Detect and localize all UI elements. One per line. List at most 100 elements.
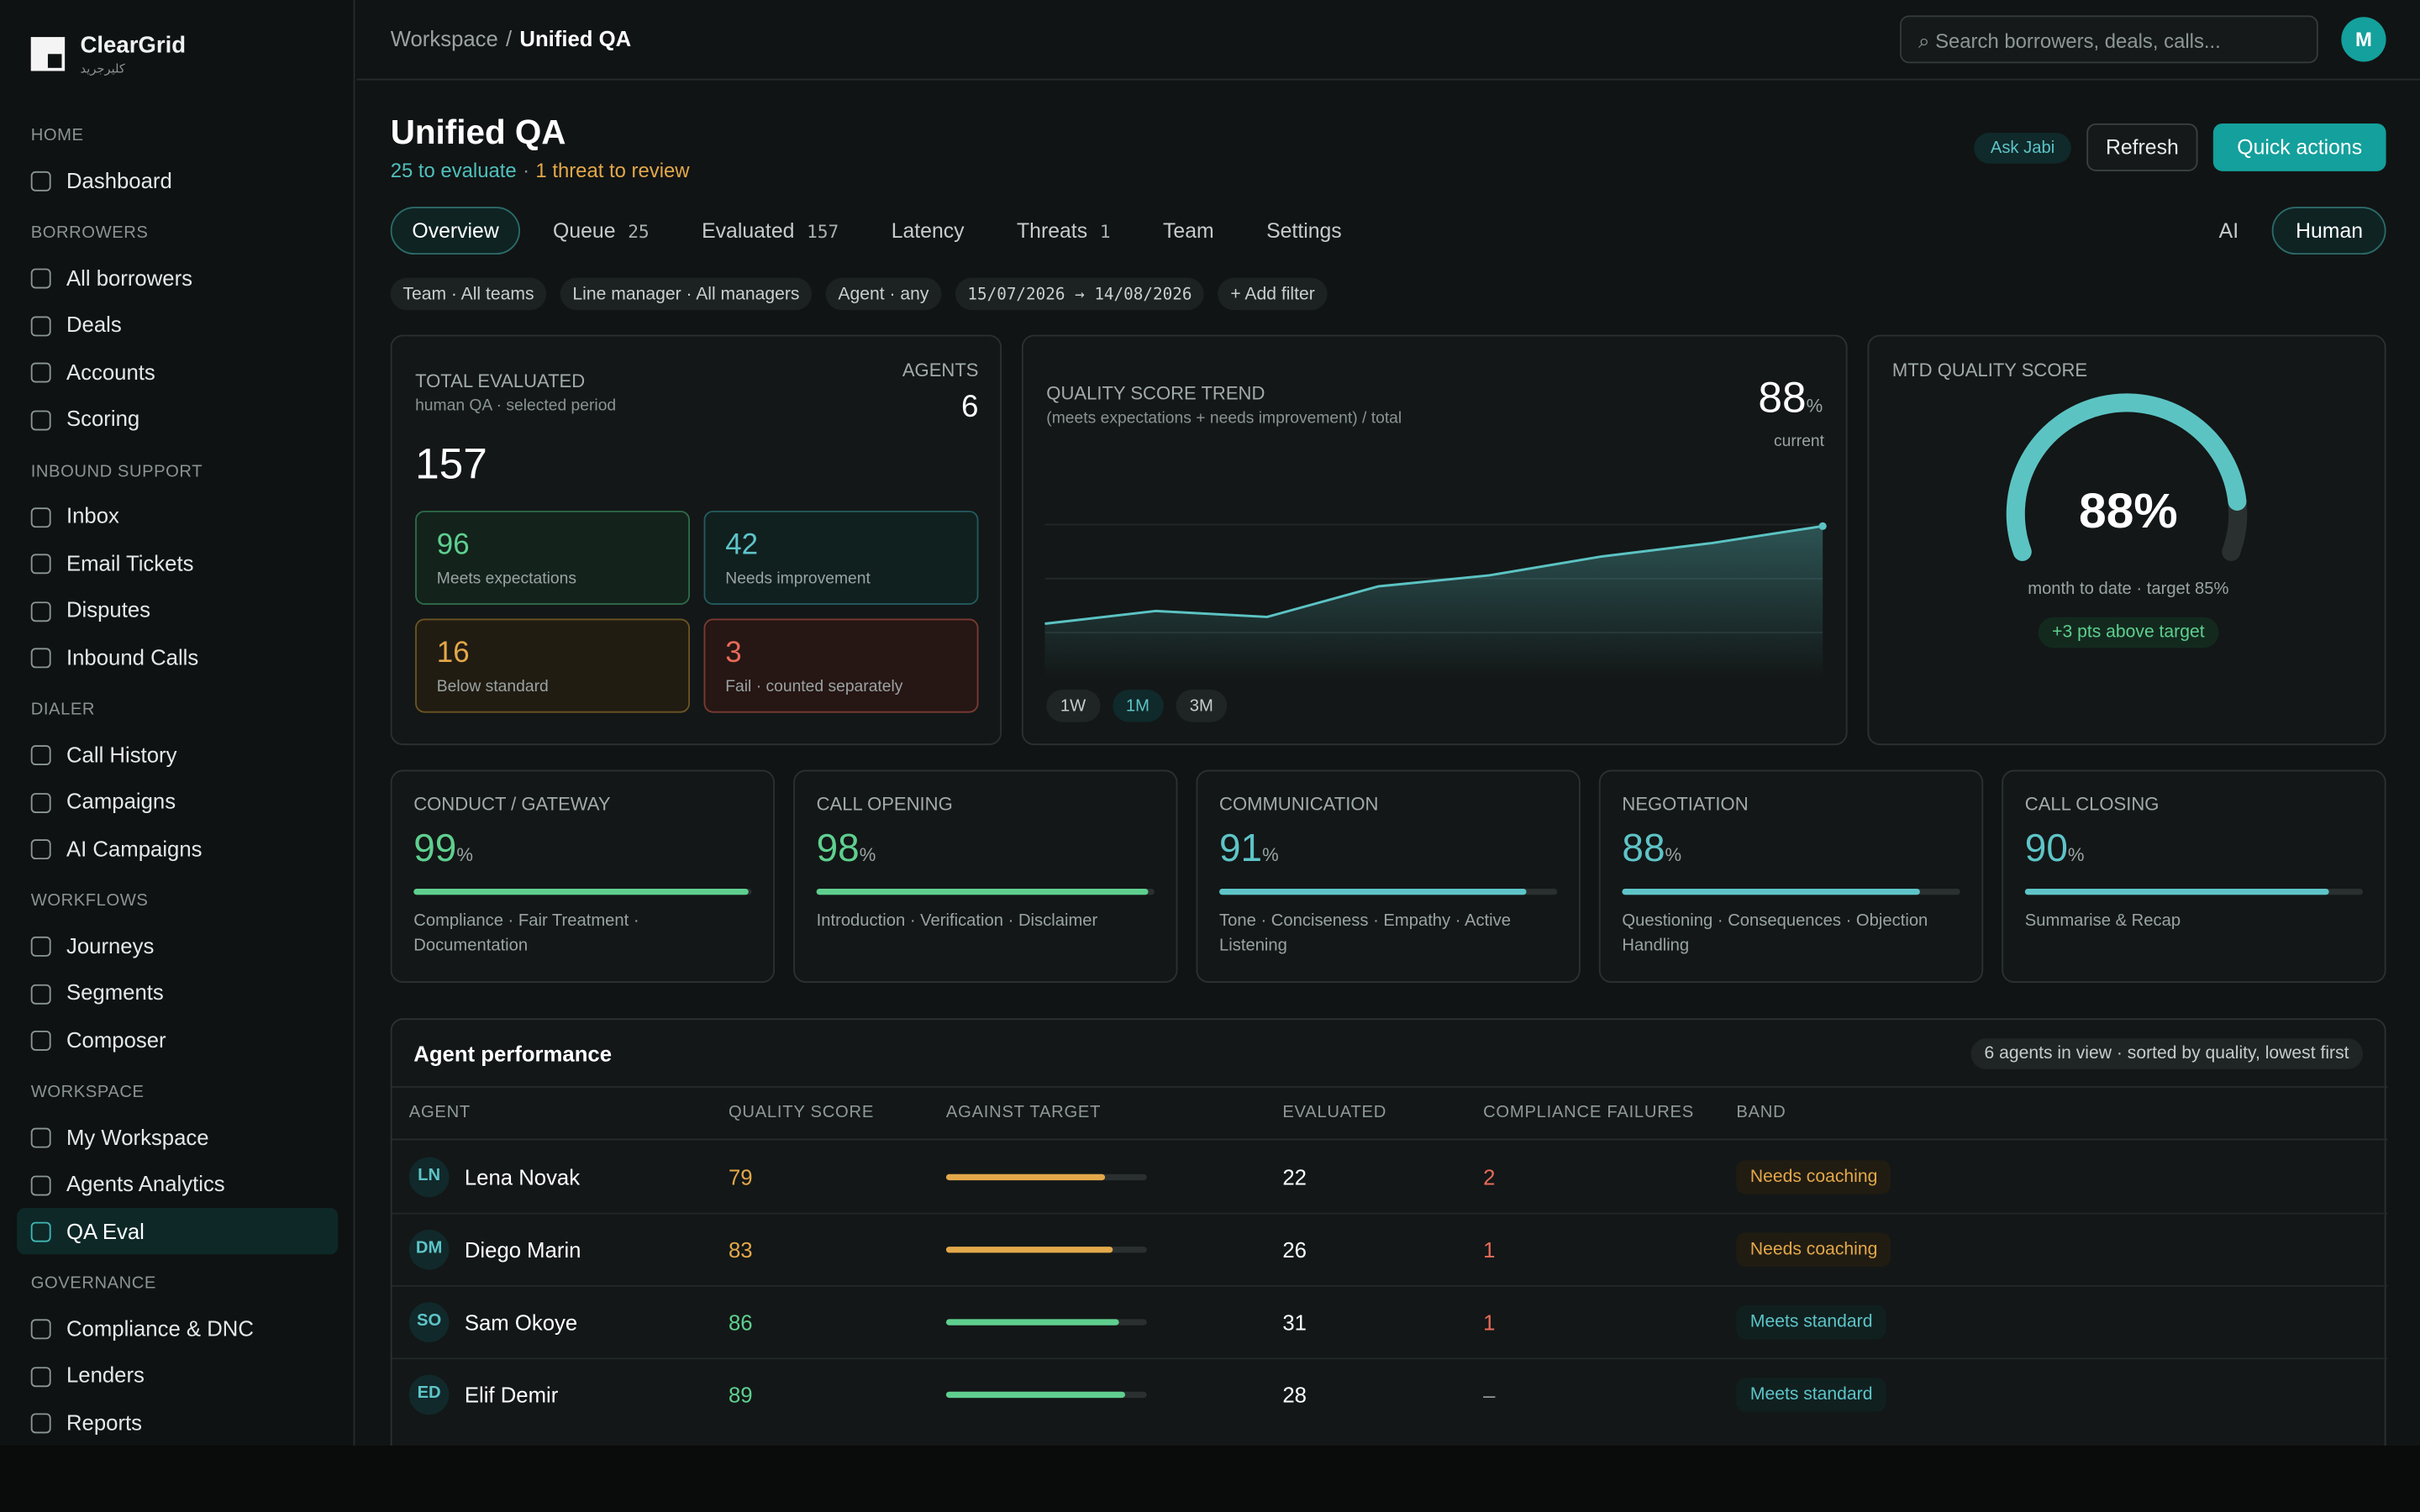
agents-label: AGENTS [902,359,979,381]
target-bar [945,1247,1113,1253]
mode-option[interactable]: Human [2272,207,2386,255]
agent-avatar: LN [408,1157,450,1198]
trend-line [1044,524,1823,625]
gauge-value: 88% [2079,483,2178,540]
nav-checkbox [30,315,51,336]
trend-current-value: 88 [1758,373,1807,422]
nav-item[interactable]: Journeys [17,922,338,969]
header-button[interactable]: Refresh [2086,123,2198,171]
gauge-card: MTD QUALITY SCORE 88% month to date · targ… [1867,334,2386,746]
breakdown-box: 16 Below standard [415,618,691,713]
range-button[interactable]: 1W [1046,690,1100,722]
search-box[interactable]: ⌕ Search borrowers, deals, calls... [1900,15,2318,64]
tab[interactable]: Overview [390,207,521,255]
header-button[interactable]: Quick actions [2212,123,2386,171]
nav-item[interactable]: Deals [17,302,338,348]
nav-checkbox [30,1319,51,1340]
nav-section-title: HOME [30,127,84,146]
agent-avatar: ED [408,1374,450,1415]
nav-label: QA Eval [66,1218,145,1243]
nav-checkbox [30,554,51,575]
category-desc: Summarise & Recap [2024,911,2181,931]
agent-avatar: DM [408,1229,450,1270]
category-name: CALL OPENING [816,792,953,815]
nav-item[interactable]: QA Eval [17,1208,338,1254]
filter-chip[interactable]: Line manager · All managers [560,277,813,311]
range-button[interactable]: 3M [1176,690,1228,722]
gauge-unit: % [2133,482,2178,539]
nav-item[interactable]: Segments [17,969,338,1016]
table-title: Agent performance [413,1041,613,1066]
agent-name: Lena Novak [464,1163,581,1189]
agents-value: 6 [961,390,979,425]
filter-chip[interactable]: Team · All teams [390,277,547,311]
breakdown-label: Needs improvement [725,569,871,588]
tab[interactable]: Team [1143,207,1234,255]
filter-chip[interactable]: + Add filter [1218,277,1328,311]
category-value: 91% [1219,827,1279,871]
nav-item[interactable]: Lenders [17,1352,338,1399]
nav-section-title: BORROWERS [30,224,149,244]
tab[interactable]: Settings [1246,207,1361,255]
nav-item[interactable]: Accounts [17,349,338,395]
nav-checkbox [30,1174,51,1195]
avatar[interactable]: M [2341,17,2386,62]
nav-label: Compliance & DNC [66,1315,254,1341]
nav-label: Disputes [66,596,151,622]
filter-chip[interactable]: Agent · any [825,277,942,311]
tab-label: Settings [1266,218,1342,243]
search-placeholder: ⌕ Search borrowers, deals, calls... [1918,29,2221,52]
trend-chart [1044,522,1827,680]
nav-item[interactable]: All borrowers [17,255,338,301]
range-buttons: 1W 1M 3M [1046,690,1228,722]
nav-item[interactable]: Inbound Calls [17,634,338,680]
mode-option[interactable]: AI [2218,218,2239,243]
nav-item[interactable]: Dashboard [17,157,338,203]
tab[interactable]: Latency [871,207,985,255]
nav-item[interactable]: Reports [17,1399,338,1446]
nav-item[interactable]: Agents Analytics [17,1161,338,1207]
nav-checkbox [30,409,51,430]
column-header: BAND [1736,1103,1786,1123]
nav-item[interactable]: Scoring [17,396,338,442]
nav-checkbox [30,983,51,1004]
total-value: 157 [415,439,487,488]
agent-name: Diego Marin [464,1236,581,1262]
nav-label: Journeys [66,932,155,958]
band-badge: Meets standard [1736,1378,1886,1412]
category-desc: Tone · Conciseness · Empathy · Active Li… [1219,911,1512,955]
nav-item[interactable]: Composer [17,1016,338,1063]
range-button[interactable]: 1M [1112,690,1164,722]
ask-jabi-badge[interactable]: Ask Jabi [1974,132,2071,164]
nav-checkbox [30,648,51,669]
nav-item[interactable]: Disputes [17,587,338,633]
filter-chip[interactable]: 15/07/2026 → 14/08/2026 [955,277,1205,311]
trend-current: 88% [1758,373,1823,423]
breakdown-box: 3 Fail · counted separately [703,618,979,713]
row-divider [392,1212,2388,1215]
tab[interactable]: Queue 25 [533,207,669,255]
nav-item[interactable]: Email Tickets [17,540,338,586]
target-bar [945,1391,1125,1399]
quality-score: 79 [728,1163,753,1189]
compliance-failures: 1 [1483,1236,1496,1262]
breadcrumb-parent: Workspace [390,26,498,51]
nav-section-title: DIALER [30,701,96,720]
gauge [2006,393,2248,561]
category-bar [2024,888,2329,895]
nav-item[interactable]: Call History [17,732,338,778]
compliance-failures: 2 [1483,1163,1496,1189]
nav-item[interactable]: Campaigns [17,779,338,825]
tab[interactable]: Evaluated 157 [681,207,859,255]
nav-item[interactable]: Inbox [17,493,338,539]
tab[interactable]: Threats 1 [997,207,1130,255]
category-unit: % [456,843,473,866]
category-card: NEGOTIATION 88% Questioning · Consequences… [1598,769,1984,983]
gauge-sub: month to date · target 85% [2028,580,2229,600]
nav-item[interactable]: Compliance & DNC [17,1305,338,1352]
evaluated: 22 [1282,1163,1307,1189]
nav-item[interactable]: AI Campaigns [17,826,338,872]
nav-item[interactable]: My Workspace [17,1114,338,1160]
nav-label: Lenders [66,1362,145,1388]
brand: ClearGrid [80,32,187,59]
